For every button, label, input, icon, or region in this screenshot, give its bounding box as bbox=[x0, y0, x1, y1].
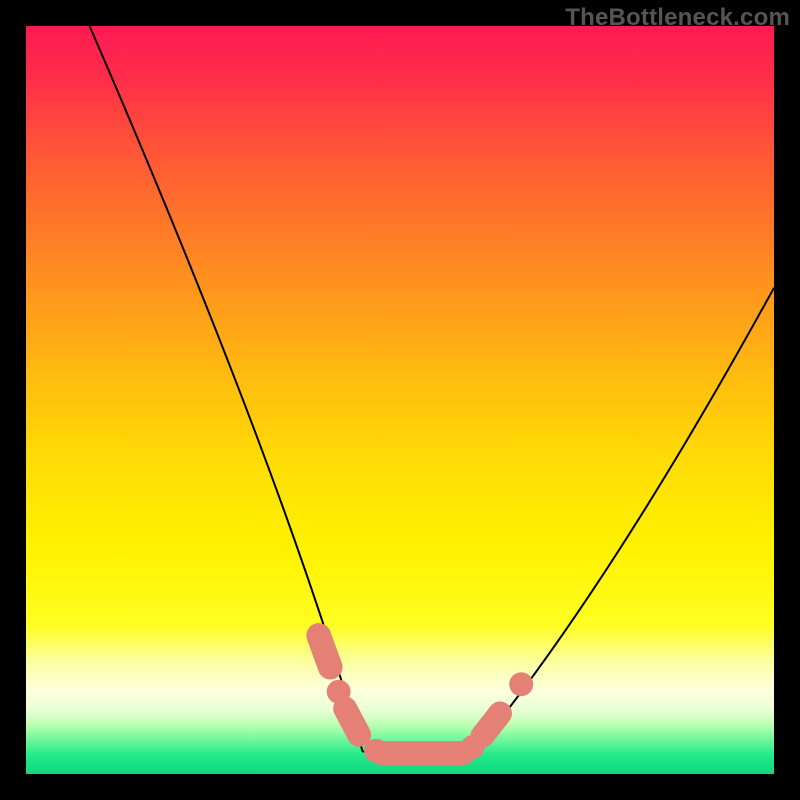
watermark-text: TheBottleneck.com bbox=[565, 4, 790, 32]
bead-circle bbox=[509, 672, 533, 696]
bead-capsule bbox=[345, 708, 359, 734]
chart-svg bbox=[0, 0, 800, 800]
bead-capsule bbox=[483, 713, 500, 735]
chart-frame: TheBottleneck.com bbox=[0, 0, 800, 800]
bead-capsule bbox=[319, 636, 331, 668]
